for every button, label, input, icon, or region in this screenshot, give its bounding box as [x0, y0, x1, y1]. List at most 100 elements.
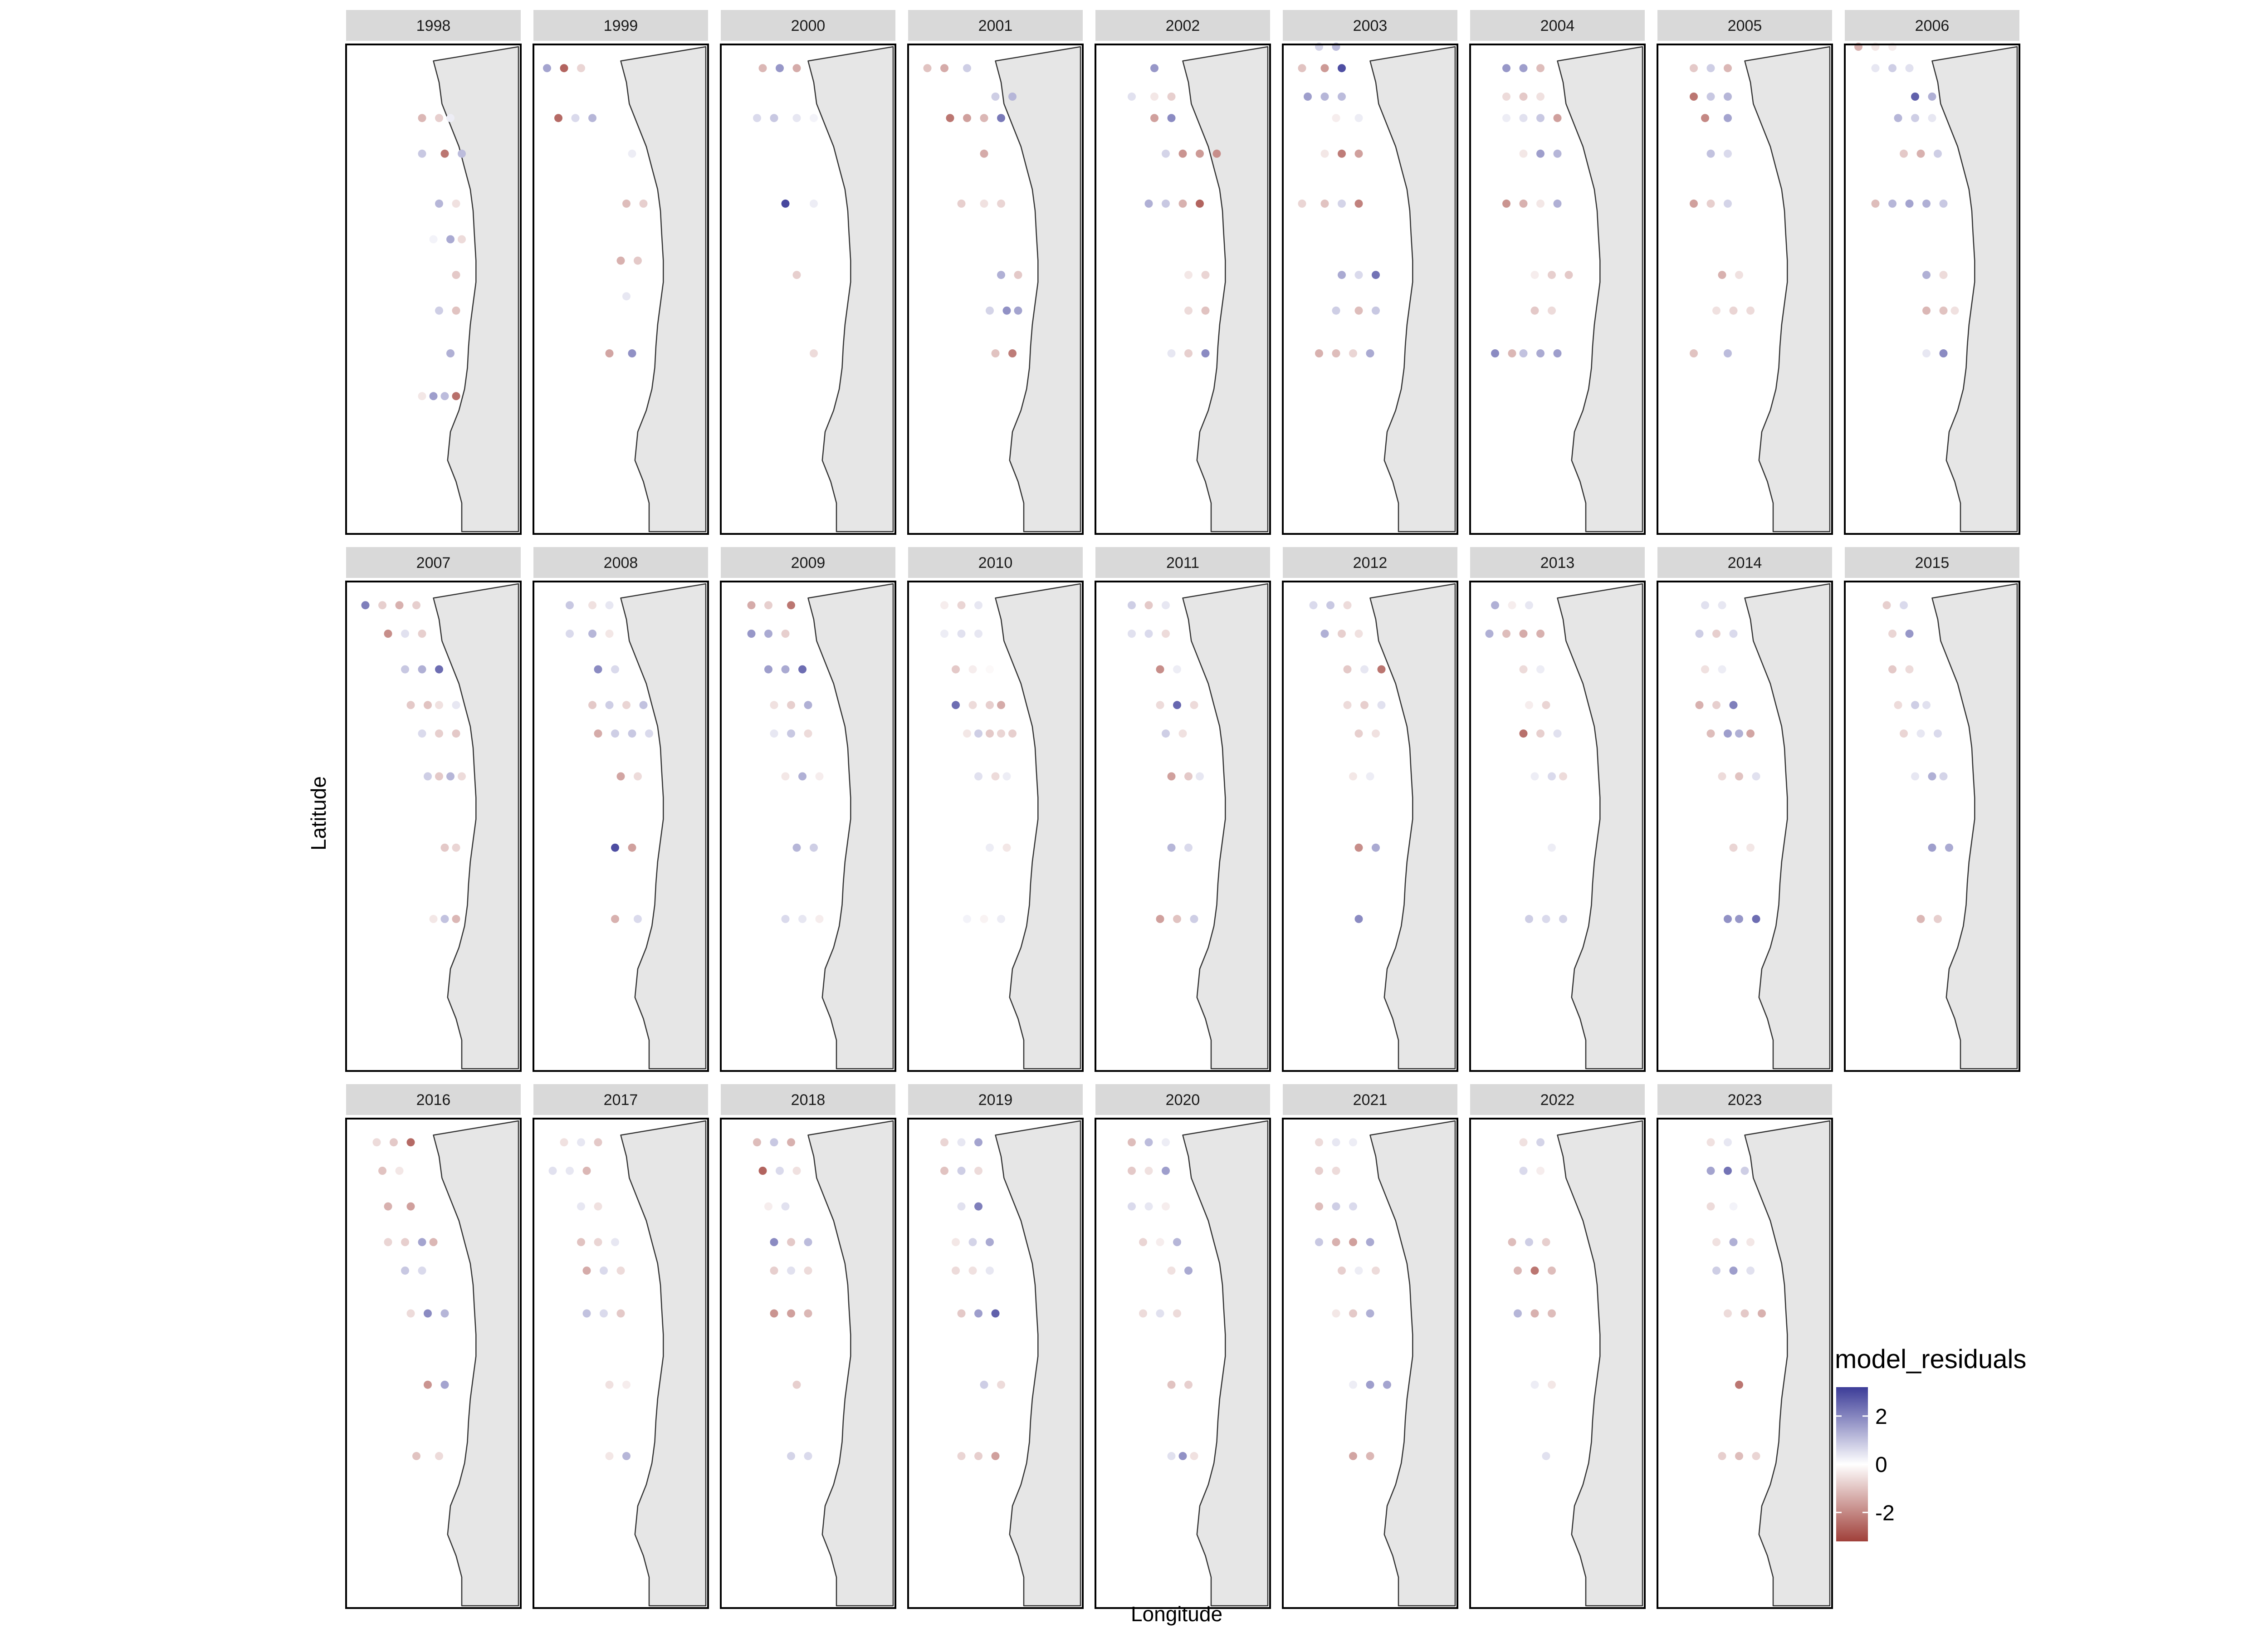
residual-point: [963, 64, 971, 73]
residual-point: [1553, 149, 1562, 158]
facet-strip-label: 2014: [1728, 554, 1762, 572]
facet-strip-label: 1998: [416, 17, 451, 34]
residual-point: [776, 1167, 784, 1175]
residual-point: [1156, 1309, 1164, 1318]
residual-point: [435, 199, 443, 208]
residual-point: [1167, 772, 1176, 781]
residual-point: [1695, 630, 1704, 638]
facet-2023: 2023: [1657, 1084, 1833, 1609]
residual-point: [1894, 114, 1902, 122]
residual-point: [1332, 306, 1340, 315]
residual-point: [1536, 1167, 1545, 1175]
land-area: [995, 1120, 1081, 1607]
residual-point: [997, 199, 1005, 208]
legend-ticks: 2 0 -2: [1836, 1405, 1895, 1525]
residual-point: [804, 701, 812, 709]
facet-panel-border: [907, 581, 1084, 1072]
land-area: [1744, 583, 1831, 1070]
facet-strip: [1470, 1084, 1645, 1115]
residual-point: [957, 1309, 966, 1318]
residual-point: [1190, 914, 1198, 923]
residual-point: [940, 601, 948, 610]
residual-point: [1377, 701, 1386, 709]
residual-point: [1128, 93, 1136, 101]
facet-strip: [908, 10, 1083, 41]
residual-point: [616, 1266, 625, 1275]
residual-point: [1553, 729, 1562, 738]
residual-point: [440, 1309, 449, 1318]
residual-point: [804, 1309, 812, 1318]
residual-point: [952, 701, 960, 709]
residual-point: [645, 729, 653, 738]
residual-point: [1712, 306, 1721, 315]
residual-point: [1196, 772, 1204, 781]
residual-point: [435, 729, 443, 738]
residual-point: [980, 149, 988, 158]
facet-panel-border: [1095, 44, 1271, 535]
residual-point: [452, 392, 460, 401]
residual-point: [401, 665, 409, 674]
residual-point: [401, 630, 409, 638]
residual-point: [1530, 1266, 1539, 1275]
residual-point: [622, 199, 631, 208]
residual-point: [1354, 630, 1363, 638]
facet-panel-border: [1095, 1118, 1271, 1609]
facet-panels: 1998 1999 2000 2001 2002 2003 2004 2005 2006 2007…: [345, 10, 2020, 1609]
residual-point: [1354, 114, 1363, 122]
land-area: [1182, 46, 1269, 533]
residual-point: [1911, 772, 1919, 781]
facet-2002: 2002: [1095, 10, 1271, 535]
residual-point: [974, 729, 982, 738]
residual-point: [452, 306, 460, 315]
residual-point: [1349, 1238, 1357, 1247]
facet-strip-label: 2019: [978, 1091, 1013, 1109]
residual-point: [1729, 1238, 1738, 1247]
residual-point: [1354, 914, 1363, 923]
residual-point: [1383, 1380, 1391, 1389]
residual-point: [1735, 914, 1743, 923]
residual-point: [1724, 729, 1732, 738]
residual-point: [1536, 1138, 1545, 1147]
residual-point: [1706, 64, 1715, 73]
residual-point: [1332, 1309, 1340, 1318]
facet-strip: [346, 1084, 521, 1115]
residual-point: [946, 114, 954, 122]
residual-point: [968, 665, 977, 674]
residual-point: [1309, 601, 1318, 610]
residual-point: [1162, 601, 1170, 610]
facet-strip: [533, 1084, 708, 1115]
residual-point: [986, 665, 994, 674]
residual-point: [1559, 772, 1567, 781]
residual-point: [1519, 93, 1528, 101]
facet-strip-label: 2003: [1353, 17, 1388, 34]
residual-point: [1178, 729, 1187, 738]
residual-point: [1729, 1266, 1738, 1275]
residual-point: [452, 729, 460, 738]
facet-panel-border: [1657, 581, 1833, 1072]
facet-panel-border: [907, 1118, 1084, 1609]
facet-strip: [1283, 1084, 1457, 1115]
residual-point: [1338, 93, 1346, 101]
residual-point: [1905, 64, 1914, 73]
residual-point: [1354, 271, 1363, 279]
residual-point: [764, 1202, 772, 1211]
residual-point: [1548, 772, 1556, 781]
residual-point: [1536, 149, 1545, 158]
residual-point: [1928, 114, 1936, 122]
residual-point: [815, 772, 824, 781]
facet-strip: [1283, 10, 1457, 41]
facet-strip-label: 2023: [1728, 1091, 1762, 1109]
residual-point: [1690, 64, 1698, 73]
residual-point: [764, 630, 772, 638]
land-area: [995, 583, 1081, 1070]
facet-1999: 1999: [533, 10, 709, 535]
land-area: [620, 46, 707, 533]
residual-point: [1156, 701, 1164, 709]
residual-point: [997, 271, 1005, 279]
residual-point: [1502, 630, 1510, 638]
residual-point: [1894, 701, 1902, 709]
residual-point: [1519, 665, 1528, 674]
residual-point: [781, 1202, 790, 1211]
residual-point: [1502, 114, 1510, 122]
